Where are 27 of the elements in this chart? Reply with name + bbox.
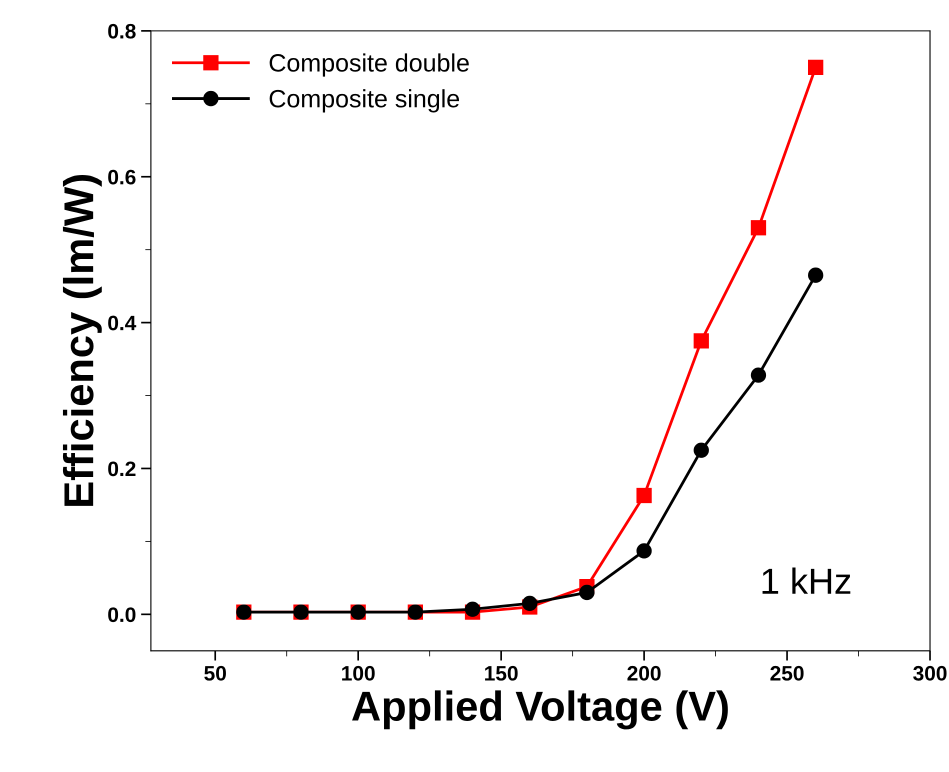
point [522, 596, 538, 612]
point [750, 367, 766, 383]
point [750, 220, 766, 236]
y-tick-label: 0.2 [108, 461, 136, 476]
x-tick-label: 300 [913, 666, 947, 681]
y-tick-label: 0.6 [108, 170, 136, 184]
y-axis-title: Efficiency (lm/W) [62, 175, 102, 506]
point [464, 602, 480, 617]
x-tick-label: 150 [485, 666, 518, 681]
y-tick-label: 0.4 [108, 316, 136, 330]
x-tick-label: 100 [342, 666, 375, 681]
x-tick-label: 50 [204, 666, 226, 681]
legend-label: Composite single [270, 89, 460, 112]
x-axis-title: Applied Voltage (V) [352, 690, 728, 730]
x-tick-label: 200 [627, 666, 661, 681]
point [579, 584, 595, 600]
y-tick-label: 0.8 [108, 24, 136, 39]
point [808, 268, 824, 283]
point [636, 543, 652, 559]
annotation: 1 kHz [762, 568, 850, 594]
x-tick-label: 250 [770, 666, 804, 681]
y-tick-label: 0.0 [108, 607, 136, 622]
legend-label: Composite double [270, 53, 469, 77]
point [694, 333, 709, 348]
point [694, 442, 709, 458]
point [808, 60, 824, 75]
point [636, 488, 652, 504]
